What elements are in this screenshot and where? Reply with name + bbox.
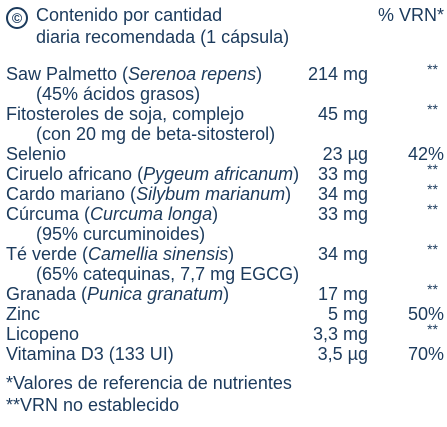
ingredient-name: Cúrcuma (Curcuma longa) (6, 204, 219, 224)
table-row: Fitosteroles de soja, complejo 45 mg ** (6, 101, 444, 124)
table-row: Granada (Punica granatum) 17 mg ** (6, 281, 444, 304)
table-row: Ciruelo africano (Pygeum africanum) 33 mg… (6, 161, 444, 184)
ingredient-amount: 23 µg (322, 144, 368, 164)
ingredient-name: (con 20 mg de beta-sitosterol) (36, 124, 276, 144)
ingredient-vrn: 42% (407, 144, 444, 164)
ingredient-amount: 214 mg (307, 64, 368, 84)
header-line-2: diaria recomendada (1 cápsula) (36, 27, 290, 47)
ingredient-amount: 5 mg (327, 304, 368, 324)
ingredient-name: Fitosteroles de soja, complejo (6, 104, 245, 124)
circled-c-icon: © (6, 7, 28, 29)
table-row-detail: (45% ácidos grasos) (6, 84, 444, 104)
ingredient-vrn: ** (427, 241, 438, 257)
footnotes: *Valores de referencia de nutrientes **V… (6, 372, 444, 416)
ingredient-amount: 34 mg (317, 244, 368, 264)
ingredient-vrn: ** (427, 201, 438, 217)
ingredient-name: (65% catequinas, 7,7 mg EGCG) (36, 264, 300, 284)
ingredient-vrn: ** (427, 161, 438, 177)
footnote-no-vrn: **VRN no establecido (6, 395, 180, 415)
ingredient-name: Selenio (6, 144, 67, 164)
table-row: Zinc 5 mg 50% (6, 304, 444, 324)
table-row: Cardo mariano (Silybum marianum) 34 mg ** (6, 181, 444, 204)
table-header: © Contenido por cantidad diaria recomend… (6, 2, 444, 48)
table-row: Saw Palmetto (Serenoa repens) 214 mg ** (6, 61, 444, 84)
table-row: Cúrcuma (Curcuma longa) 33 mg ** (6, 201, 444, 224)
ingredient-amount: 3,3 mg (312, 324, 368, 344)
ingredient-vrn: ** (427, 61, 438, 77)
ingredient-vrn: ** (427, 181, 438, 197)
ingredient-amount: 33 mg (317, 204, 368, 224)
ingredient-name: Té verde (Camellia sinensis) (6, 244, 235, 264)
footnote-vrn: *Valores de referencia de nutrientes (6, 373, 292, 393)
table-row-detail: (95% curcuminoides) (6, 224, 444, 244)
ingredient-name: (95% curcuminoides) (36, 224, 206, 244)
table-row-detail: (con 20 mg de beta-sitosterol) (6, 124, 444, 144)
ingredient-vrn: ** (427, 101, 438, 117)
ingredient-name: Ciruelo africano (Pygeum africanum) (6, 164, 300, 184)
table-row: Vitamina D3 (133 UI) 3,5 µg 70% (6, 344, 444, 364)
ingredient-amount: 45 mg (317, 104, 368, 124)
table-row-detail: (65% catequinas, 7,7 mg EGCG) (6, 264, 444, 284)
table-row: Licopeno 3,3 mg ** (6, 321, 444, 344)
ingredient-amount: 17 mg (317, 284, 368, 304)
table-row: Té verde (Camellia sinensis) 34 mg ** (6, 241, 444, 264)
ingredient-vrn: ** (427, 321, 438, 337)
ingredient-name: Granada (Punica granatum) (6, 284, 230, 304)
ingredient-name: Vitamina D3 (133 UI) (6, 344, 174, 364)
ingredient-name: (45% ácidos grasos) (36, 84, 201, 104)
ingredient-name: Zinc (6, 304, 41, 324)
ingredient-vrn: 50% (407, 304, 444, 324)
ingredient-name: Licopeno (6, 324, 80, 344)
ingredient-amount: 34 mg (317, 184, 368, 204)
ingredient-name: Saw Palmetto (Serenoa repens) (6, 64, 263, 84)
header-line-1: Contenido por cantidad (36, 5, 223, 25)
ingredient-vrn: ** (427, 281, 438, 297)
ingredient-name: Cardo mariano (Silybum marianum) (6, 184, 292, 204)
nutrient-table: Saw Palmetto (Serenoa repens) 214 mg ** (45… (6, 61, 444, 364)
ingredient-amount: 3,5 µg (317, 344, 368, 364)
table-row: Selenio 23 µg 42% (6, 144, 444, 164)
ingredient-vrn: 70% (407, 344, 444, 364)
ingredient-amount: 33 mg (317, 164, 368, 184)
vrn-column-header: % VRN* (377, 5, 444, 25)
